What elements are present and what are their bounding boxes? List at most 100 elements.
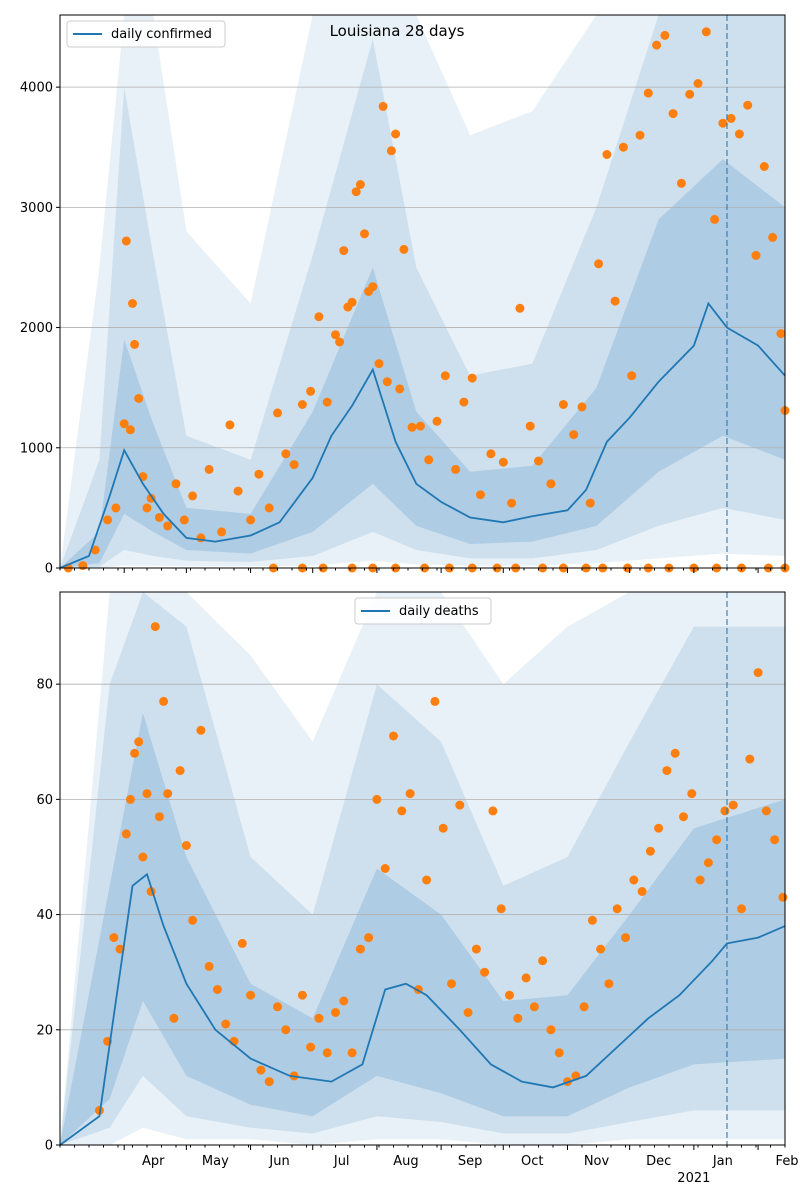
- confirmed-data-point: [685, 89, 695, 99]
- confirmed-data-point: [432, 416, 442, 426]
- deaths-data-point: [612, 904, 622, 914]
- deaths-data-point: [703, 858, 713, 868]
- confirmed-y-tick-label: 1000: [20, 441, 53, 456]
- confirmed-data-point: [768, 232, 778, 242]
- x-tick-label: Sep: [458, 1154, 483, 1169]
- deaths-data-point: [621, 933, 630, 943]
- deaths-y-tick-label: 0: [45, 1139, 53, 1154]
- confirmed-y-ticks: 0 1000 2000 3000 4000: [20, 81, 60, 577]
- confirmed-data-point: [701, 27, 711, 37]
- deaths-data-point: [380, 864, 390, 873]
- deaths-band-outer: [60, 592, 785, 1145]
- deaths-data-point: [281, 1025, 291, 1035]
- x-tick-label: Apr: [142, 1154, 165, 1169]
- deaths-data-point: [347, 1048, 357, 1058]
- confirmed-data-point: [743, 100, 753, 110]
- deaths-data-point: [604, 979, 614, 989]
- confirmed-data-point: [78, 561, 88, 571]
- deaths-data-point: [554, 1048, 564, 1058]
- confirmed-data-point: [125, 425, 135, 435]
- confirmed-data-point: [225, 420, 235, 430]
- confirmed-data-point: [90, 545, 100, 555]
- deaths-y-tick-label: 40: [36, 908, 53, 923]
- confirmed-data-point: [618, 142, 628, 152]
- confirmed-data-point: [103, 515, 113, 525]
- x-tick-label: Oct: [521, 1154, 543, 1169]
- deaths-data-point: [163, 789, 173, 799]
- deaths-data-point: [695, 875, 705, 885]
- deaths-data-point: [438, 823, 448, 833]
- confirmed-data-point: [246, 515, 256, 525]
- deaths-data-point: [264, 1077, 274, 1087]
- deaths-data-point: [529, 1002, 539, 1012]
- deaths-data-point: [546, 1025, 556, 1035]
- x-tick-label: Dec: [646, 1154, 671, 1169]
- confirmed-data-point: [360, 229, 369, 239]
- deaths-data-point: [753, 668, 763, 678]
- confirmed-data-point: [693, 79, 703, 88]
- confirmed-data-point: [355, 180, 365, 189]
- confirmed-band-inner: [60, 159, 785, 569]
- confirmed-data-point: [407, 422, 417, 432]
- confirmed-data-point: [415, 421, 425, 431]
- confirmed-legend-label: daily confirmed: [111, 27, 212, 42]
- deaths-data-point: [150, 622, 160, 632]
- confirmed-data-point: [171, 479, 181, 489]
- confirmed-data-point: [451, 464, 461, 474]
- deaths-data-point: [637, 887, 647, 896]
- confirmed-data-point: [710, 214, 720, 224]
- confirmed-data-point: [233, 486, 243, 496]
- confirmed-data-point: [627, 371, 637, 381]
- confirmed-data-point: [306, 386, 316, 396]
- deaths-data-point: [134, 737, 144, 747]
- deaths-data-point: [778, 892, 788, 902]
- confirmed-data-point: [163, 521, 173, 531]
- confirmed-data-point: [322, 397, 332, 407]
- deaths-legend-label: daily deaths: [399, 604, 479, 619]
- deaths-data-point: [306, 1042, 316, 1052]
- confirmed-data-point: [486, 449, 496, 459]
- deaths-data-point: [355, 944, 365, 954]
- deaths-legend: daily deaths: [354, 597, 492, 625]
- deaths-data-point: [538, 956, 548, 966]
- confirmed-data-point: [374, 359, 384, 369]
- x-tick-label: Jul: [333, 1154, 350, 1169]
- deaths-data-point: [587, 915, 597, 925]
- deaths-data-point: [480, 967, 490, 977]
- x-tick-label: Jun: [268, 1154, 289, 1169]
- x-tick-label: Aug: [393, 1154, 418, 1169]
- confirmed-data-point: [515, 303, 525, 313]
- deaths-data-point: [196, 725, 206, 735]
- deaths-data-point: [463, 1008, 473, 1017]
- confirmed-data-point: [585, 498, 595, 508]
- confirmed-line: [59, 301, 786, 569]
- confirmed-data-point: [440, 371, 450, 381]
- confirmed-data-point: [386, 146, 396, 156]
- deaths-data-point: [679, 812, 688, 822]
- deaths-data-point: [596, 944, 606, 954]
- confirmed-data-point: [339, 246, 349, 256]
- deaths-panel: 0 20 40 60 80 Apr May Jun Jul Aug Sep Oct Nov Dec Jan…: [36, 591, 799, 1186]
- confirmed-data-point: [558, 400, 568, 409]
- deaths-series-line: [59, 872, 786, 1146]
- deaths-data-point: [422, 875, 432, 885]
- deaths-data-point: [256, 1065, 266, 1075]
- deaths-y-tick-label: 80: [36, 678, 53, 693]
- confirmed-data-point: [467, 373, 477, 383]
- confirmed-data-point: [297, 400, 307, 409]
- confirmed-data-point: [204, 464, 214, 474]
- deaths-data-point: [154, 812, 164, 822]
- deaths-data-point: [297, 990, 307, 1000]
- confirmed-data-point: [776, 329, 786, 339]
- confirmed-data-point: [525, 421, 535, 431]
- deaths-band-inner: [60, 713, 785, 1145]
- deaths-data-point: [372, 794, 382, 804]
- confirmed-data-point: [424, 455, 434, 465]
- deaths-data-point: [430, 696, 440, 706]
- deaths-data-point: [687, 789, 697, 799]
- deaths-y-tick-label: 60: [36, 793, 53, 808]
- deaths-data-point: [181, 841, 191, 850]
- confirmed-panel: 0 1000 2000 3000 4000 Louisiana 28 days dail…: [20, 14, 790, 577]
- confirmed-data-point: [476, 490, 485, 500]
